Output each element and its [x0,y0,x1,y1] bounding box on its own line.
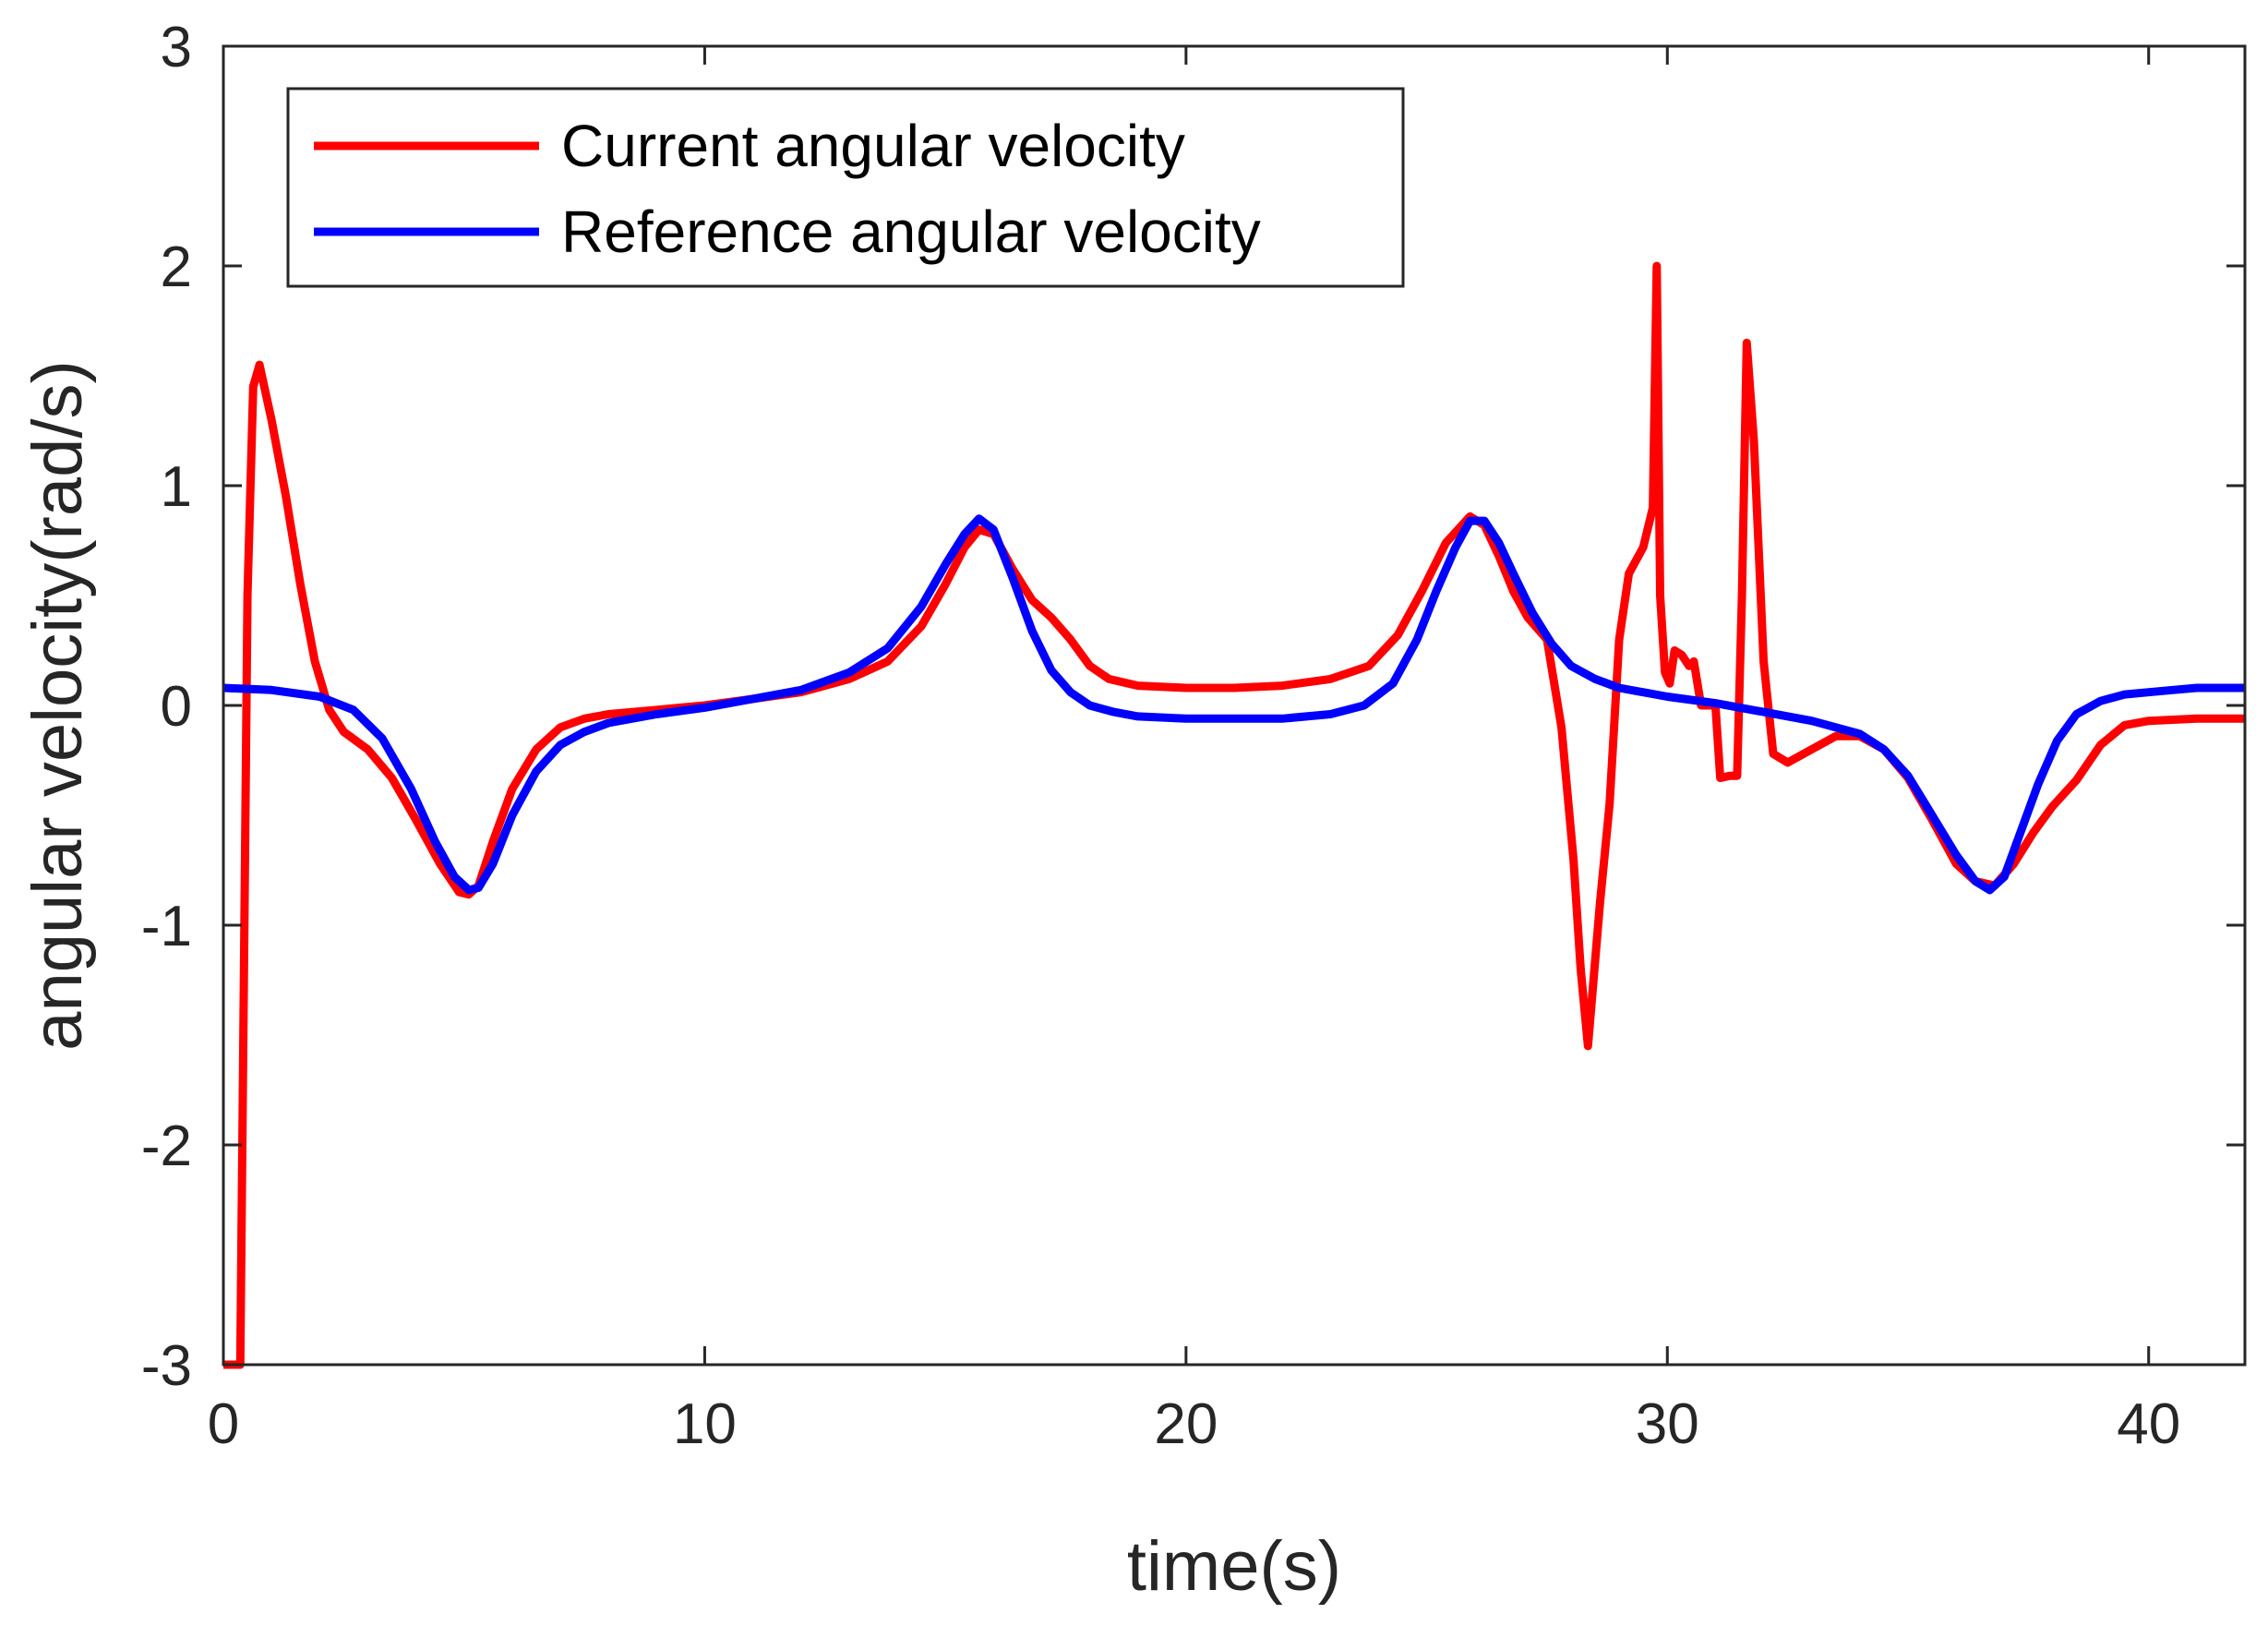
y-tick-label: -3 [141,1334,192,1398]
y-tick-label: -2 [141,1114,192,1178]
x-tick-label: 30 [1636,1392,1699,1456]
x-axis-title: time(s) [1127,1527,1341,1606]
y-tick-label: 2 [161,235,192,299]
y-tick-label: 3 [161,16,192,79]
x-tick-label: 10 [673,1392,737,1456]
legend-label-current: Current angular velocity [561,113,1185,179]
legend: Current angular velocity Reference angul… [286,87,1405,288]
y-tick-label: 0 [161,675,192,739]
x-tick-label: 0 [208,1392,239,1456]
y-tick-label: 1 [161,455,192,519]
legend-label-reference: Reference angular velocity [561,199,1261,265]
series-line-1 [223,514,2245,895]
x-tick-label: 40 [2117,1392,2180,1456]
axis-ticks [222,44,2245,1367]
series-lines [223,261,2245,1369]
legend-box [286,87,1405,288]
x-tick-label: 20 [1154,1392,1218,1456]
y-tick-label: -1 [141,895,192,958]
y-axis-title: angular velocity(rad/s) [18,360,97,1051]
tick-labels: 0 10 20 30 40 -3 -2 -1 0 1 2 3 [141,16,2180,1456]
